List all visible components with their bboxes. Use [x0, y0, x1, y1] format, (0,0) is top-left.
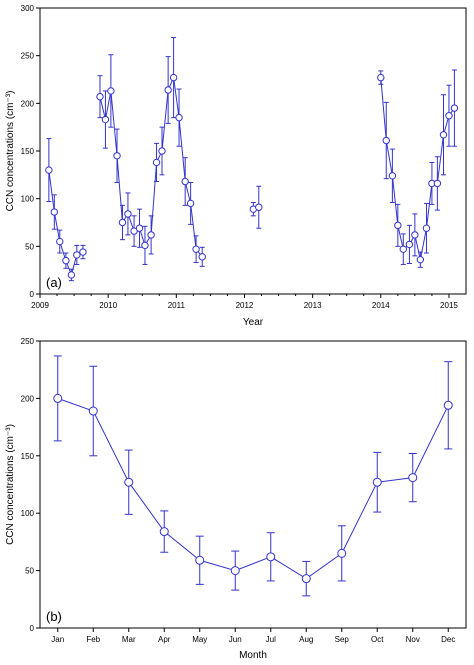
panel-label: (b) [46, 609, 62, 624]
x-tick-label: 2011 [168, 301, 186, 310]
data-point [50, 208, 59, 216]
x-tick-label: Dec [441, 635, 455, 644]
y-tick-label: 250 [21, 337, 35, 346]
x-tick-label: 2014 [372, 301, 390, 310]
data-point [124, 477, 134, 487]
chart-panel-a: CCN concentrations (cm⁻³) (a) 2009 2010 2011… [5, 4, 467, 328]
y-axis-label: CCN concentrations (cm⁻³) [5, 424, 16, 545]
data-point [195, 555, 205, 565]
series-line [57, 397, 449, 580]
y-axis-label: CCN concentrations (cm⁻³) [5, 91, 16, 212]
data-point [382, 136, 390, 145]
data-point [230, 566, 240, 576]
data-point [337, 548, 347, 558]
data-point [181, 177, 189, 186]
y-tick-label: 0 [30, 290, 35, 299]
data-point [408, 473, 418, 483]
x-tick-label: Sep [335, 635, 350, 644]
data-point [113, 152, 121, 160]
data-point [422, 224, 431, 232]
y-tick-label: 0 [30, 624, 35, 633]
data-point [96, 92, 104, 101]
data-point [53, 393, 63, 403]
data-point [192, 245, 200, 253]
x-tick-label: 2009 [31, 301, 49, 310]
y-tick-label: 200 [21, 99, 35, 108]
y-tick-label: 100 [21, 509, 35, 518]
x-tick-label: Jan [51, 635, 64, 644]
data-point [405, 240, 414, 249]
data-point [198, 253, 206, 261]
y-tick-label: 300 [21, 4, 35, 13]
data-point [141, 241, 149, 250]
data-point [73, 251, 81, 259]
data-point [175, 113, 183, 122]
y-tick-label: 50 [25, 242, 34, 251]
data-point [124, 210, 132, 218]
x-tick-label: Jun [229, 635, 242, 644]
data-point [186, 199, 195, 208]
x-tick-label: Feb [86, 635, 100, 644]
x-tick-label: May [192, 635, 207, 644]
y-tick-label: 200 [21, 394, 35, 403]
data-point [88, 406, 98, 416]
data-point [433, 179, 442, 188]
x-tick-label: 2010 [99, 301, 117, 310]
y-tick-label: 50 [25, 567, 34, 576]
data-point [394, 221, 402, 230]
panel-label: (a) [46, 275, 62, 290]
data-point [118, 218, 127, 227]
data-point [255, 203, 263, 211]
data-point [135, 224, 144, 232]
x-axis-label: Year [243, 317, 264, 328]
x-tick-label: Mar [122, 635, 136, 644]
data-point [56, 237, 64, 246]
y-tick-label: 100 [21, 195, 35, 204]
data-point [101, 115, 110, 124]
data-point [443, 400, 453, 410]
data-point [164, 86, 172, 94]
series-line [380, 77, 455, 260]
data-point [399, 245, 407, 253]
data-point [62, 256, 70, 265]
y-tick-label: 250 [21, 52, 35, 61]
x-axis-label: Month [239, 650, 267, 661]
x-tick-label: Nov [406, 635, 420, 644]
x-tick-label: Jul [266, 635, 276, 644]
plot-frame [39, 340, 467, 629]
x-tick-label: 2015 [440, 301, 458, 310]
data-point [45, 166, 53, 174]
data-point [147, 231, 155, 239]
x-tick-label: Oct [371, 635, 384, 644]
data-point [416, 255, 425, 264]
x-tick-label: Apr [158, 635, 171, 644]
data-point [152, 158, 161, 167]
x-tick-label: Aug [299, 635, 313, 644]
data-point [169, 73, 178, 82]
x-tick-label: 2013 [304, 301, 322, 310]
data-point [158, 147, 166, 155]
data-point [439, 131, 448, 139]
data-point [301, 574, 311, 584]
data-point [266, 552, 276, 562]
y-tick-label: 150 [21, 452, 35, 461]
x-tick-label: 2012 [236, 301, 254, 310]
data-point [445, 112, 453, 120]
data-point [388, 172, 397, 180]
y-tick-label: 150 [21, 147, 35, 156]
chart-panel-b: CCN concentrations (cm⁻³) (b) Jan Feb Mar Apr… [5, 337, 467, 661]
data-point [450, 104, 459, 112]
data-point [79, 248, 87, 256]
data-point [377, 73, 385, 82]
data-point [107, 87, 115, 95]
data-point [159, 527, 169, 537]
data-point [411, 231, 419, 239]
data-point [67, 271, 76, 279]
data-point [372, 477, 382, 487]
